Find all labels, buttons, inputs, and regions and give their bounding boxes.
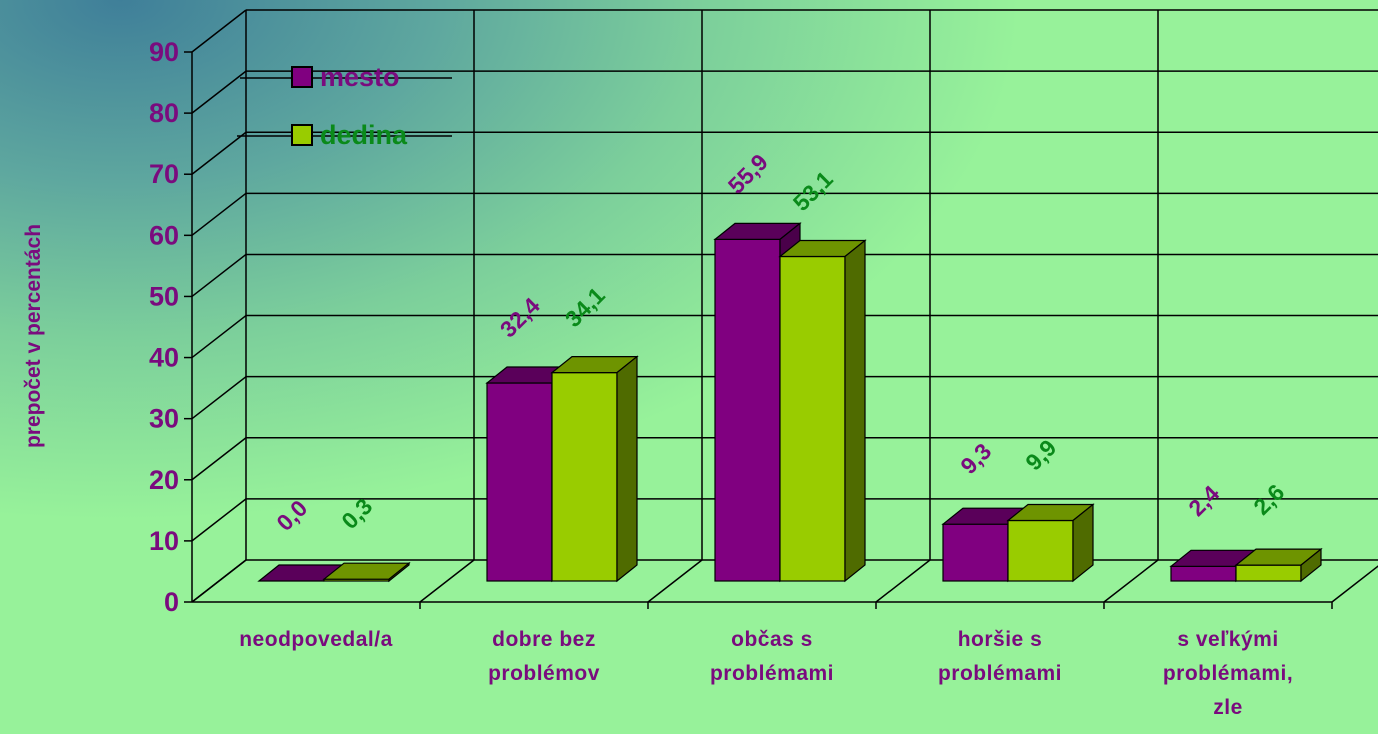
bar-front <box>1007 519 1074 582</box>
data-label: 53,1 <box>788 166 838 216</box>
floor-divider <box>419 559 475 603</box>
data-label: 2,4 <box>1183 480 1224 521</box>
y-tick-label: 10 <box>149 526 179 556</box>
bar-side <box>844 239 866 583</box>
side-gridline <box>191 131 247 175</box>
bar-side <box>388 561 410 583</box>
x-category-label-line: s veľkými <box>1177 628 1278 651</box>
y-tick-label: 0 <box>164 587 179 617</box>
bar-front <box>486 382 553 582</box>
side-gridline <box>191 192 247 236</box>
data-label: 9,3 <box>955 438 996 479</box>
side-gridline <box>191 314 247 359</box>
floor-divider <box>1103 559 1159 603</box>
x-category-label-line: občas s <box>731 628 813 651</box>
y-tick-label: 20 <box>149 465 179 495</box>
y-tick-label: 90 <box>149 37 179 67</box>
bars <box>257 222 1323 583</box>
side-gridline <box>191 253 247 298</box>
side-gridline <box>191 376 247 420</box>
x-category-label-line: horšie s <box>958 628 1043 651</box>
x-category-label-line: problémami, <box>1163 662 1293 685</box>
y-axis-title: prepočet v percentách <box>22 224 45 448</box>
data-label: 34,1 <box>560 282 610 332</box>
x-category-label: občas s problémami <box>710 628 834 685</box>
floor-divider <box>875 559 931 603</box>
bar-front <box>714 238 781 582</box>
floor-divider <box>647 559 703 603</box>
x-category-label-line: zle <box>1213 696 1243 719</box>
x-category-label-line: problémov <box>488 662 600 685</box>
data-label: 0,0 <box>271 495 312 536</box>
bar-side <box>616 355 638 583</box>
x-category-label: dobre bez problémov <box>488 628 600 685</box>
side-gridline <box>191 9 247 53</box>
x-category-label-line: dobre bez <box>492 628 596 651</box>
side-gridline <box>191 498 247 542</box>
floor-divider <box>191 559 247 603</box>
y-tick-label: 80 <box>149 98 179 128</box>
data-label: 2,6 <box>1248 479 1289 520</box>
floor-divider <box>1331 565 1378 603</box>
bar-front <box>551 372 618 582</box>
bar-front <box>942 523 1009 582</box>
bar-side <box>1300 547 1322 583</box>
x-category-label: s veľkými problémami, zle <box>1163 628 1293 719</box>
data-label: 32,4 <box>495 292 545 342</box>
data-label: 55,9 <box>723 149 773 199</box>
legend-swatch <box>291 124 313 146</box>
x-category-label-line: problémami <box>710 662 834 685</box>
x-category-label: horšie s problémami <box>938 628 1062 685</box>
legend-entry-label: mesto <box>320 62 400 92</box>
x-category-label: neodpovedal/a <box>239 628 393 651</box>
bar-front <box>779 255 846 582</box>
bar-front <box>1170 565 1237 582</box>
side-gridline <box>191 70 247 114</box>
bar-side <box>1072 503 1094 583</box>
data-label: 9,9 <box>1020 434 1061 475</box>
y-tick-label: 50 <box>149 281 179 311</box>
y-tick-label: 40 <box>149 343 179 373</box>
legend: mesto dedina <box>237 62 452 150</box>
y-tick-label: 30 <box>149 404 179 434</box>
x-category-label-line: problémami <box>938 662 1062 685</box>
x-category-label-line: neodpovedal/a <box>239 628 393 651</box>
y-tick-label: 60 <box>149 220 179 250</box>
axes: 0 10 20 30 40 50 60 70 80 90 neodpovedal/a dobre be… <box>149 37 1333 719</box>
y-tick-label: 70 <box>149 159 179 189</box>
legend-entry-label: dedina <box>320 120 408 150</box>
bar-front <box>1235 564 1302 582</box>
side-gridline <box>191 437 247 481</box>
legend-swatch <box>291 66 313 88</box>
